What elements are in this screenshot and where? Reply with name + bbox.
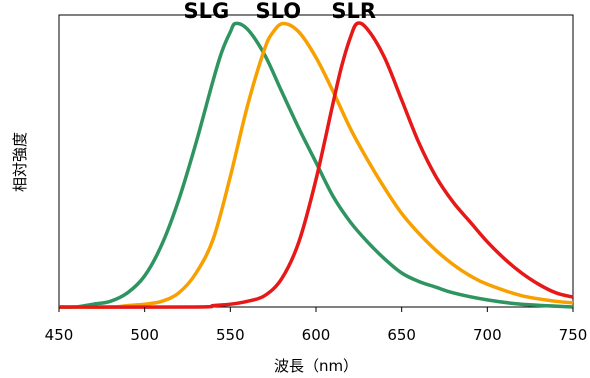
x-tick-label: 650 bbox=[387, 326, 416, 344]
x-tick-label: 500 bbox=[130, 326, 159, 344]
y-axis-title: 相対強度 bbox=[11, 132, 29, 192]
x-tick-label: 750 bbox=[559, 326, 588, 344]
series-group bbox=[58, 21, 574, 309]
x-tick-label: 700 bbox=[473, 326, 502, 344]
series-label-slo: SLO bbox=[256, 0, 302, 23]
series-line-slg bbox=[58, 21, 574, 309]
series-labels: SLG SLO SLR bbox=[183, 0, 376, 23]
x-tick-label: 450 bbox=[45, 326, 74, 344]
x-axis-title: 波長（nm） bbox=[274, 357, 358, 375]
series-line-slr bbox=[58, 21, 574, 309]
x-tick-label: 550 bbox=[216, 326, 245, 344]
series-line-slo bbox=[58, 21, 574, 309]
series-label-slg: SLG bbox=[183, 0, 229, 23]
x-axis-ticks: 450 500 550 600 650 700 750 bbox=[45, 307, 588, 344]
x-tick-label: 600 bbox=[302, 326, 331, 344]
series-label-slr: SLR bbox=[331, 0, 376, 23]
